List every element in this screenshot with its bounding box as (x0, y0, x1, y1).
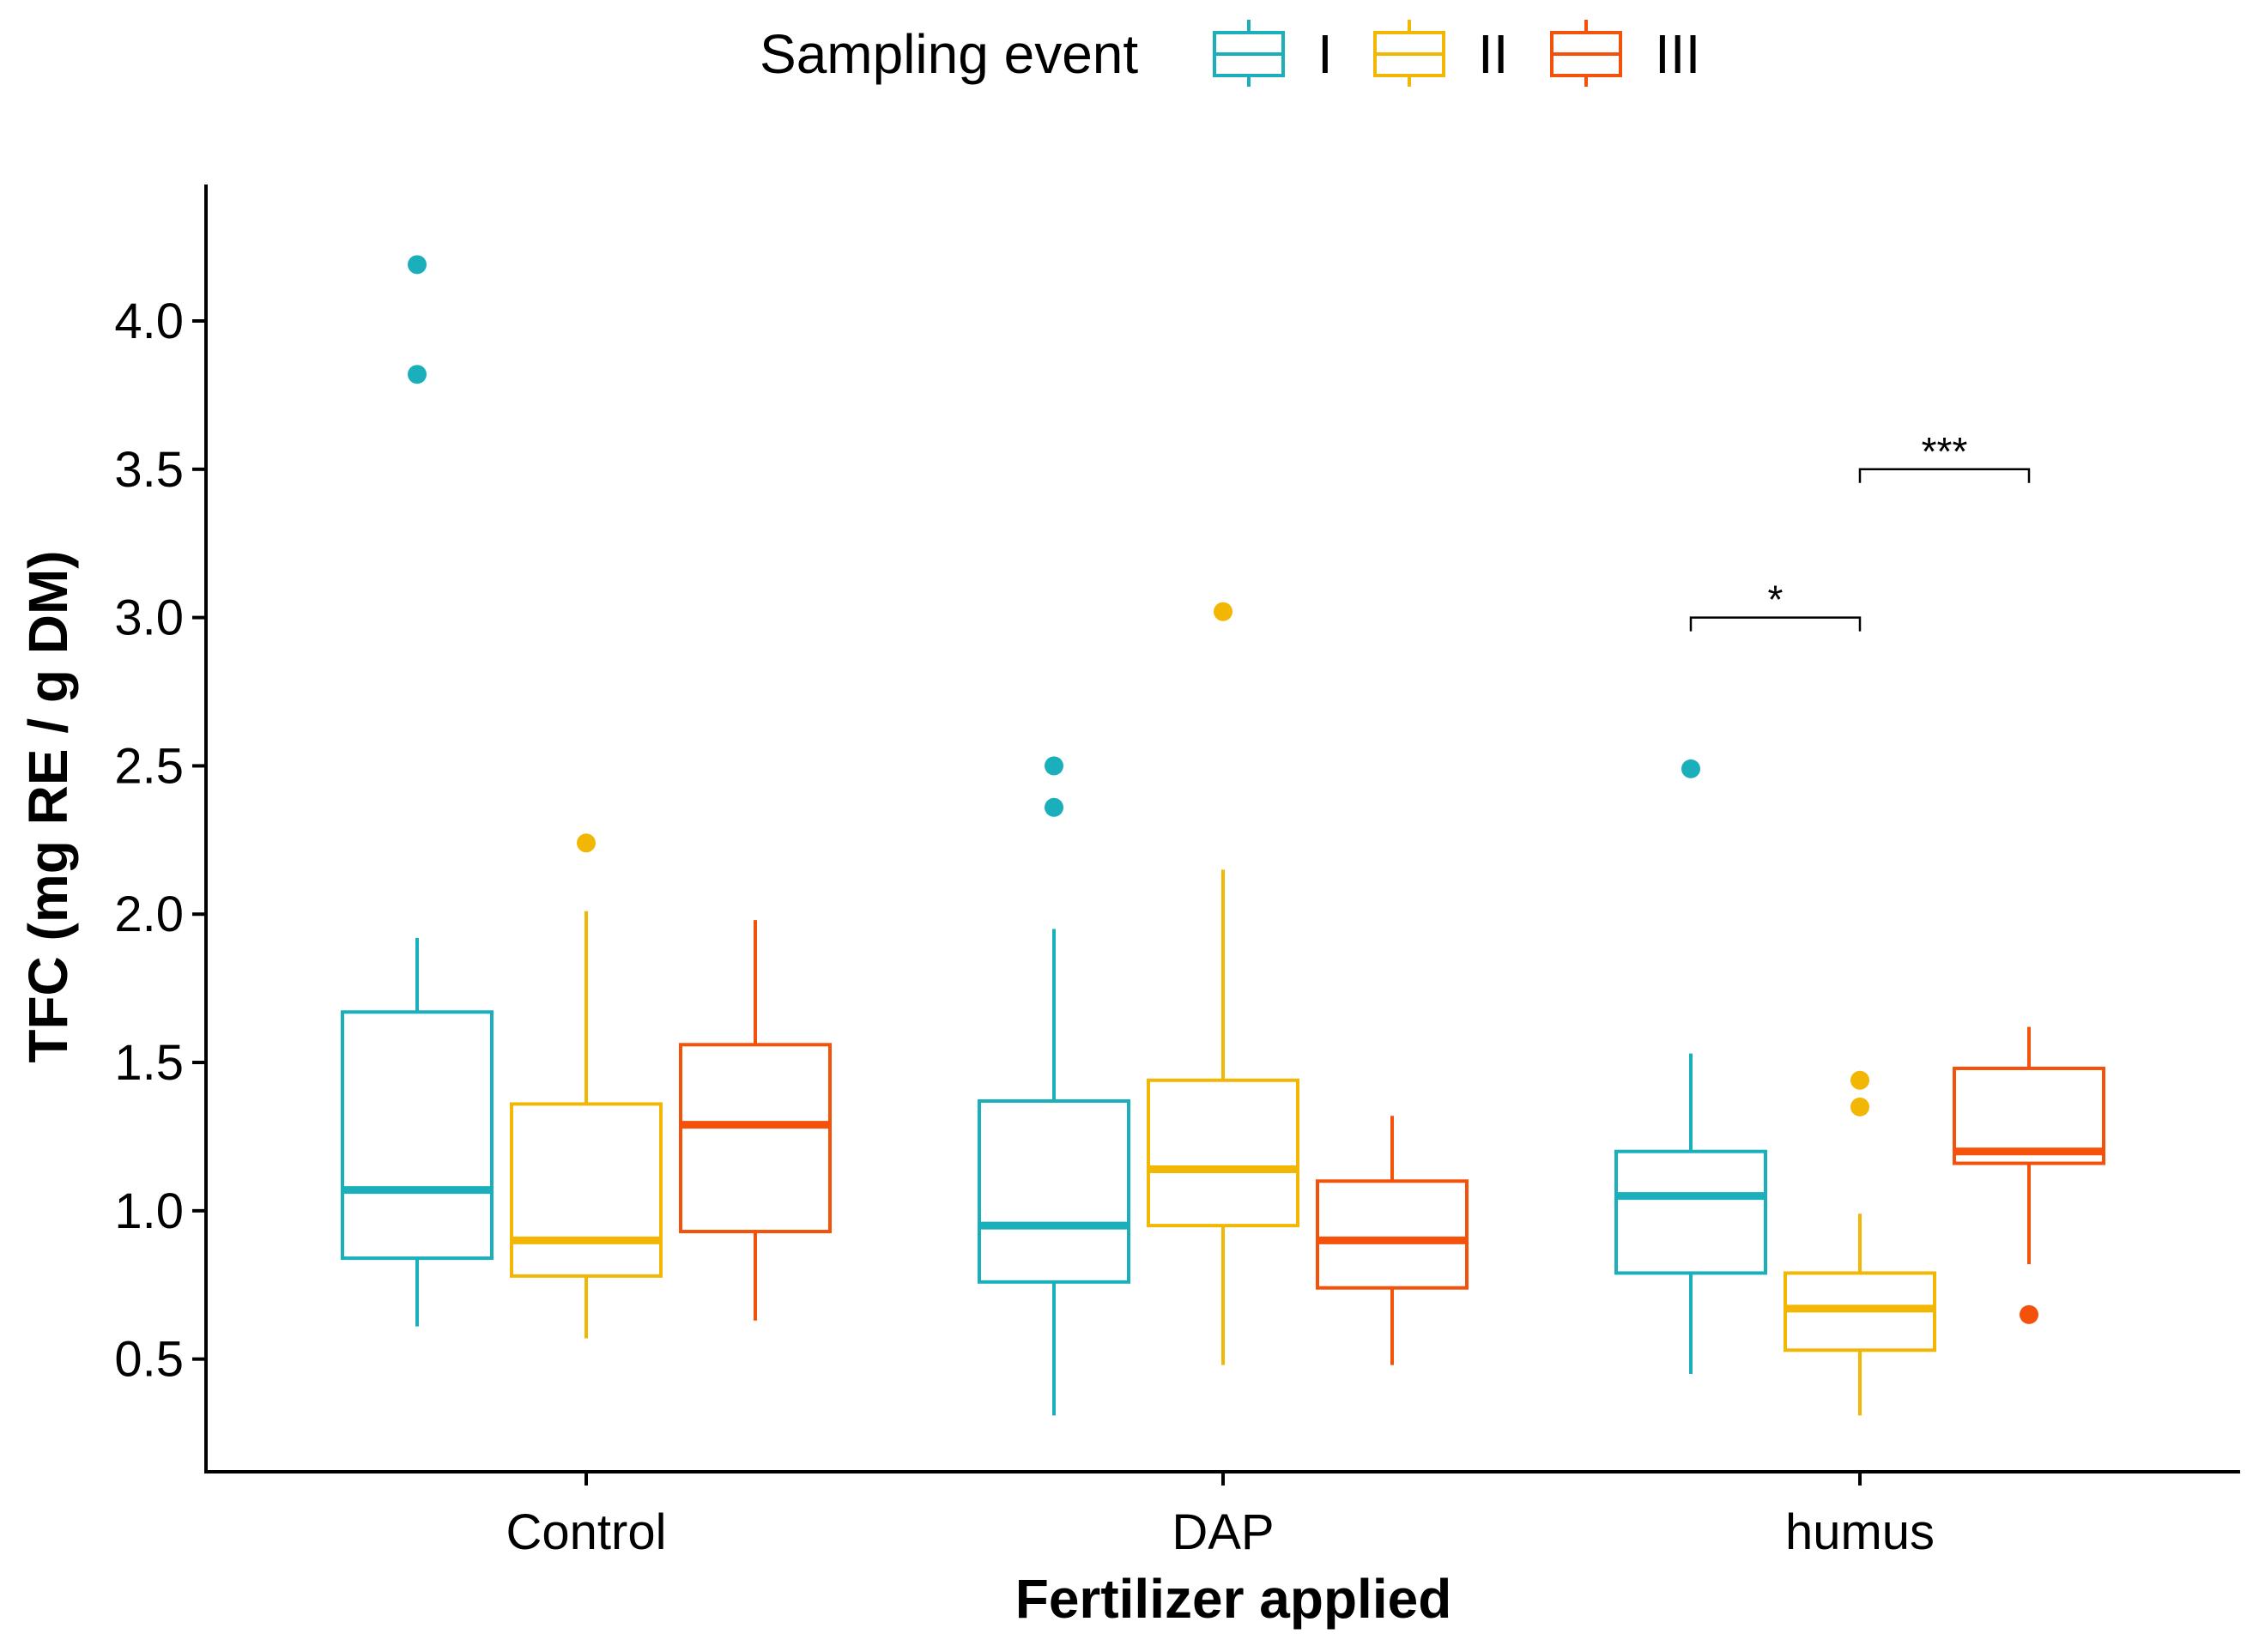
outlier-point (1681, 759, 1700, 778)
outlier-point (1850, 1097, 1869, 1116)
outlier-point (1045, 756, 1063, 776)
outlier-point (1045, 797, 1063, 817)
legend-label: I (1317, 23, 1333, 85)
significance-bracket: * (1689, 578, 1862, 632)
outlier-point (408, 255, 427, 275)
significance-label: *** (1922, 429, 1968, 474)
outlier-point (1214, 602, 1232, 621)
box-iqr (1953, 1066, 2105, 1165)
box-iqr (341, 1010, 494, 1261)
y-tick-label: 2.5 (114, 738, 184, 794)
bracket-line (1858, 468, 2031, 483)
x-axis-title: Fertilizer applied (1015, 1568, 1452, 1630)
box-iqr (1614, 1149, 1767, 1275)
x-tick-label: DAP (1172, 1504, 1274, 1560)
legend-key-i: I (1213, 20, 1333, 87)
y-tick-label: 0.5 (114, 1332, 184, 1388)
box-iqr (510, 1102, 663, 1278)
box-humus-iii (1953, 1026, 2105, 1324)
legend: Sampling event I II III (760, 20, 1700, 87)
y-tick-label: 1.0 (114, 1183, 184, 1239)
y-tick-label: 3.0 (114, 590, 184, 646)
legend-label: III (1655, 23, 1700, 85)
outlier-point (408, 365, 427, 384)
box-dap-ii (1147, 602, 1299, 1365)
box-iqr (978, 1098, 1130, 1284)
outlier-point (1850, 1070, 1869, 1090)
outlier-point (2020, 1304, 2038, 1324)
box-iqr (1316, 1179, 1469, 1290)
y-tick-label: 3.5 (114, 442, 184, 498)
y-axis-title: TFC (mg RE / g DM) (17, 550, 79, 1062)
legend-label: II (1478, 23, 1509, 85)
x-ticks: Control DAP humus (506, 1472, 1935, 1560)
y-tick-label: 4.0 (114, 293, 184, 349)
box-control-i (341, 255, 494, 1327)
significance-annotations: **** (1689, 429, 2031, 632)
box-dap-iii (1316, 1116, 1469, 1365)
y-tick-label: 2.0 (114, 887, 184, 942)
legend-title: Sampling event (760, 23, 1138, 85)
box-humus-i (1614, 759, 1767, 1374)
box-control-iii (679, 920, 832, 1321)
outlier-point (577, 833, 596, 853)
x-tick-label: Control (506, 1504, 667, 1560)
legend-key-ii: II (1373, 20, 1509, 87)
x-tick-label: humus (1785, 1504, 1935, 1560)
significance-label: * (1768, 578, 1784, 622)
box-humus-ii (1784, 1070, 1936, 1416)
y-tick-label: 1.5 (114, 1035, 184, 1091)
plot-area (341, 255, 2105, 1416)
box-dap-i (978, 756, 1130, 1416)
significance-bracket: *** (1858, 429, 2031, 483)
box-control-ii (510, 833, 663, 1339)
box-iqr (679, 1043, 832, 1234)
bracket-line (1689, 616, 1862, 632)
y-ticks: 0.5 1.0 1.5 2.0 2.5 3.0 3.5 4.0 (114, 293, 206, 1388)
legend-key-iii: III (1550, 20, 1700, 87)
box-iqr (1147, 1078, 1299, 1228)
